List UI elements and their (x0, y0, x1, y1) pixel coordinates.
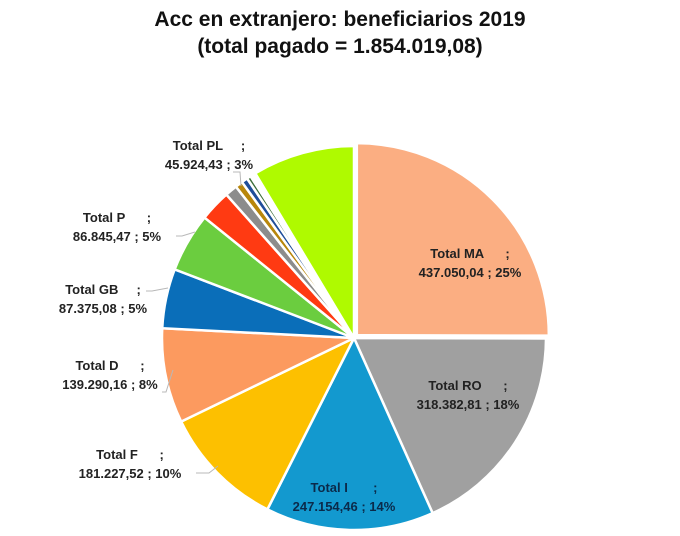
data-label-total-ma: Total MA ; 437.050,04 ; 25% (419, 246, 522, 280)
pie-slice-unlabeled-lime (253, 144, 356, 343)
data-label-total-d: Total D ; 139.290,16 ; 8% (62, 358, 158, 392)
data-label-total-gb: Total GB ; 87.375,08 ; 5% (59, 282, 148, 316)
leader-line-total-d (162, 369, 174, 393)
data-label-total-pl: Total PL ; 45.924,43 ; 3% (165, 138, 254, 172)
leader-line-total-pl (233, 171, 242, 187)
data-label-total-p: Total P ; 86.845,47 ; 5% (73, 210, 162, 244)
pie-slice-total-i (265, 335, 435, 532)
data-label-total-f: Total F ; 181.227,52 ; 10% (79, 447, 182, 481)
chart-title: Acc en extranjero: beneficiarios 2019 (154, 8, 526, 31)
pie-slice-total-d (160, 326, 355, 424)
leader-line-total-p (176, 231, 196, 237)
pie-slice-total-f (179, 335, 357, 512)
leader-line-total-f (196, 465, 219, 474)
data-label-total-ro: Total RO ; 318.382,81 ; 18% (417, 378, 520, 412)
data-label-total-i: Total I ; 247.154,46 ; 14% (293, 480, 396, 514)
leader-line-total-gb (146, 287, 169, 292)
chart-subtitle: (total pagado = 1.854.019,08) (197, 35, 483, 58)
pie-slice-total-ma (355, 141, 551, 337)
pie-slice-total-ro (352, 336, 548, 515)
